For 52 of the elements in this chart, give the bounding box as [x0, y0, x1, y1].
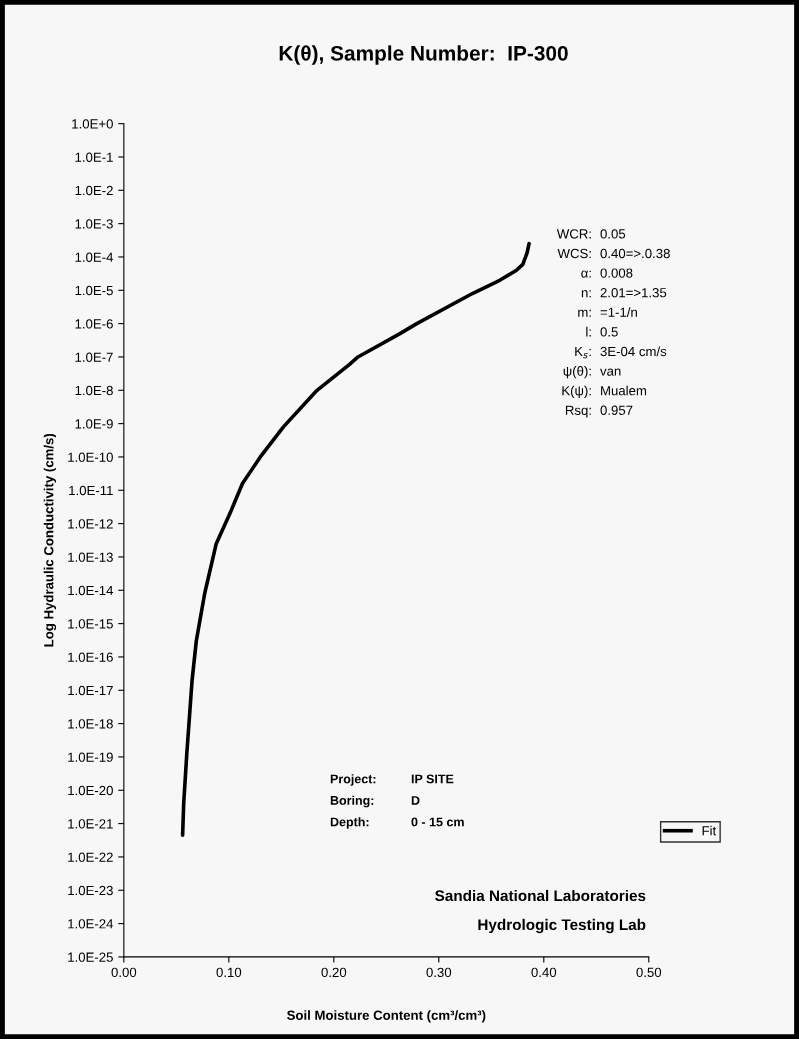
y-tick-label: 1.0E-5 [75, 285, 113, 296]
y-tick-label: 1.0E-12 [68, 519, 113, 529]
y-axis-title: Log Hydraulic Conductivity (cm/s) [43, 433, 57, 647]
annotation: l: 0.5 [586, 326, 618, 337]
y-tick-label: 1.0E-4 [75, 252, 114, 262]
annotation: K$_{s}$: 3E-04 cm/s [575, 346, 667, 359]
annotation: K(ψ): Mualem [562, 385, 647, 398]
x-tick-label: 0.10 [216, 967, 242, 978]
x-axis-title: Soil Moisture Content (cm³/cm³) [287, 1010, 486, 1023]
y-tick-label: 1.0E-9 [75, 419, 113, 429]
y-tick-label: 1.0E-24 [68, 919, 114, 929]
annotation: Rsq: 0.957 [565, 405, 633, 418]
annotation: Hydrologic Testing Lab [478, 918, 646, 934]
y-tick-label: 1.0E-16 [68, 652, 113, 662]
y-tick-label: 1.0E-1 [75, 152, 113, 162]
y-tick-label: 1.0E-18 [68, 719, 113, 729]
annotation: m: =1-1/n [578, 307, 637, 317]
text: Depth: 0 - 15 cm [330, 817, 464, 829]
annotation: n: 2.01=>1.35 [581, 288, 667, 298]
y-tick-label: 1.0E-7 [75, 352, 113, 362]
y-tick-label: 1.0E-15 [68, 619, 113, 629]
legend-label: Fit [702, 825, 717, 836]
text: Project: IP SITE [330, 774, 454, 786]
y-tick-label: 1.0E-19 [68, 752, 113, 762]
y-tick-label: 1.0E-14 [68, 585, 114, 596]
y-tick-label: 1.0E-10 [68, 452, 113, 462]
y-tick-label: 1.0E-3 [75, 219, 113, 229]
x-tick-label: 0.20 [321, 967, 347, 978]
annotation: α: 0.008 [581, 268, 633, 278]
x-tick-label: 0.30 [426, 967, 452, 978]
line-series [180, 241, 531, 837]
x-tick-label: 0.00 [111, 967, 137, 978]
y-tick-label: 1.0E+0 [72, 119, 113, 129]
y-tick-label: 1.0E-11 [69, 485, 113, 496]
y-tick-label: 1.0E-22 [68, 852, 113, 862]
y-tick-label: 1.0E-6 [75, 319, 113, 329]
y-tick-label: 1.0E-23 [68, 885, 113, 896]
y-tick-label: 1.0E-25 [68, 952, 113, 962]
x-tick-label: 0.40 [531, 967, 557, 978]
y-tick-label: 1.0E-8 [75, 385, 113, 396]
annotation: WCS: 0.40=>.0.38 [557, 248, 670, 259]
x-tick-label: 0.50 [636, 967, 662, 978]
y-tick-label: 1.0E-17 [68, 685, 113, 696]
y-tick-label: 1.0E-21 [68, 819, 113, 829]
annotation: WCR: 0.05 [556, 229, 626, 239]
text: Boring: D [330, 795, 420, 808]
annotation: ψ(θ): van [563, 366, 621, 379]
y-tick-label: 1.0E-20 [68, 785, 113, 796]
y-tick-label: 1.0E-13 [68, 552, 113, 562]
chart-title: K(θ), Sample Number: IP-300 [279, 45, 568, 65]
annotation: Sandia National Laboratories [435, 889, 646, 902]
y-tick-label: 1.0E-2 [75, 185, 113, 196]
